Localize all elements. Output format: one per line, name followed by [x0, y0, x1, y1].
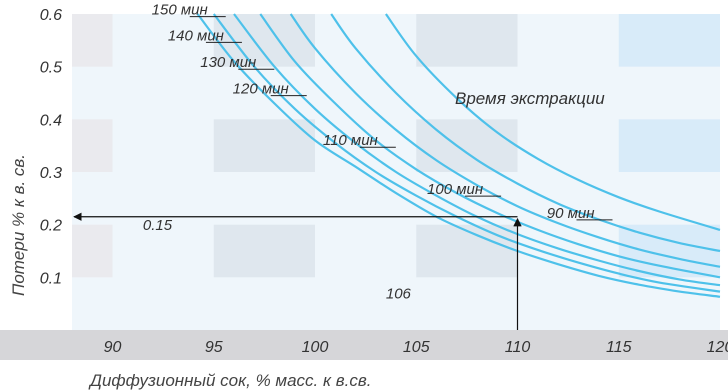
grid-block: [416, 119, 518, 172]
plot-background: [0, 14, 728, 360]
annotation: 106: [386, 285, 412, 302]
grid-block: [416, 14, 518, 67]
x-tick-label: 110: [505, 339, 531, 356]
y-tick-label: 0.3: [40, 165, 62, 182]
grid-block: [618, 14, 720, 67]
series-line-150-мин: [196, 13, 721, 298]
x-tick-label: 115: [606, 339, 632, 356]
x-tick-label: 120: [707, 339, 728, 356]
guide-lines: [73, 212, 522, 330]
y-tick-label: 0.6: [40, 7, 62, 24]
x-tick-label: 105: [403, 339, 430, 356]
x-tick-label: 100: [302, 339, 329, 356]
y-tick-label: 0.1: [40, 270, 62, 287]
curve-label: 140 мин: [168, 27, 224, 44]
legend-title: Время экстракции: [455, 89, 605, 108]
curve-label: 100 мин: [427, 181, 483, 198]
x-axis-title: Диффузионный сок, % масс. к в.св.: [88, 371, 371, 390]
annotation: 0.15: [143, 217, 173, 234]
x-tick-label: 95: [205, 339, 223, 356]
x-axis-band: [0, 330, 728, 360]
curve-label: 150 мин: [152, 2, 208, 19]
grid-block: [72, 224, 113, 278]
curve-label: 90 мин: [547, 205, 595, 222]
y-tick-label: 0.5: [40, 60, 62, 77]
grid-block: [72, 14, 113, 67]
series-line-120-мин: [259, 13, 721, 279]
grid-block: [72, 119, 113, 172]
series-line-100-мин: [330, 13, 721, 253]
grid-block: [213, 224, 315, 278]
curve-label: 130 мин: [200, 54, 256, 71]
curve-labels: 150 мин 140 мин 130 мин 120 мин 110 мин 100 м…: [143, 2, 613, 302]
grid-block: [416, 224, 518, 278]
x-tick-label: 90: [104, 339, 122, 356]
series-line-90-мин: [385, 13, 721, 231]
curve-label: 110 мин: [323, 132, 378, 149]
y-tick-label: 0.2: [40, 218, 62, 235]
curve-label: 120 мин: [233, 81, 289, 98]
grid-block: [213, 119, 315, 172]
y-axis-title: Потери % к в. св.: [9, 154, 28, 296]
axis-ticks: 90 95 100 105 110 115 120 0.1 0.2 0.3 0.4 0.5 0.6: [40, 7, 728, 356]
y-tick-label: 0.4: [40, 112, 62, 129]
grid-block: [618, 119, 720, 172]
